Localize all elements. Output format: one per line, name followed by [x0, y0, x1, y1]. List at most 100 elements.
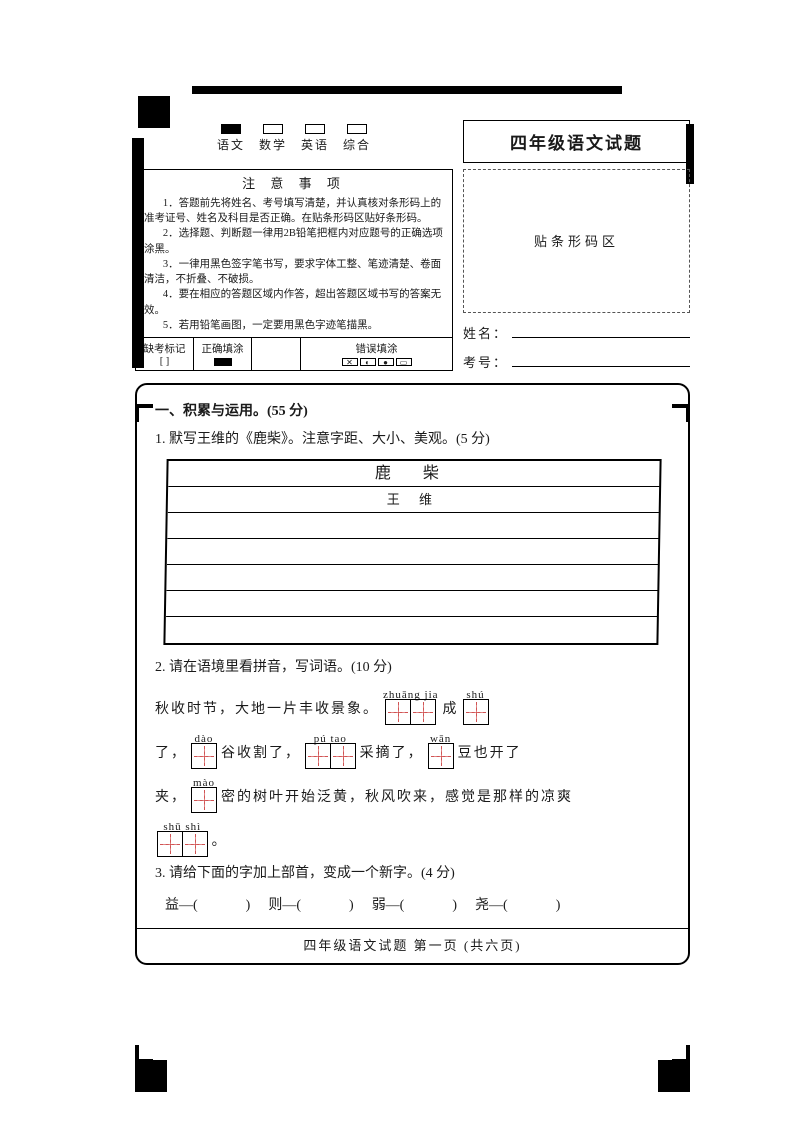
subject-labels: 语文 数学 英语 综合 — [135, 136, 453, 153]
q2-text: 2. 请在语境里看拼音，写词语。(10 分) — [155, 655, 670, 681]
header-row: 语文 数学 英语 综合 四年级语文试题 — [135, 120, 690, 163]
section1-heading: 一、积累与运用。(55 分) — [155, 399, 670, 425]
q3-items: 益—() 则—() 弱—() 尧—() — [165, 893, 670, 919]
poem-blank-5[interactable] — [166, 617, 657, 643]
subject-mark-0[interactable] — [221, 124, 241, 134]
tzg[interactable] — [428, 743, 454, 769]
fill-legend: 缺考标记 [ ] 正确填涂 错误填涂 ✕◐●▭ — [136, 337, 452, 370]
legend-absent-label: 缺考标记 — [141, 341, 188, 356]
page: 语文 数学 英语 综合 四年级语文试题 注 意 事 项 1．答题前先将姓名、考号… — [135, 120, 690, 965]
q2-l2-pre: 了， — [155, 739, 187, 769]
subject-marks — [135, 120, 453, 136]
poem-box[interactable]: 鹿 柴 王 维 — [163, 459, 661, 645]
subject-label-0: 语文 — [217, 136, 245, 153]
instructions-box: 注 意 事 项 1．答题前先将姓名、考号填写清楚，并认真核对条形码上的准考证号、… — [135, 169, 453, 371]
exam-title: 四年级语文试题 — [463, 120, 690, 163]
legend-correct: 正确填涂 — [194, 338, 252, 370]
q2-l4-pyA: shū shì — [163, 817, 201, 831]
tzg[interactable] — [463, 699, 489, 725]
q2-l2-boxA: dào — [191, 729, 217, 769]
q2-line4: shū shì 。 — [155, 817, 670, 857]
instructions-heading: 注 意 事 项 — [136, 170, 452, 194]
q2-l1-box1: zhuāng jia — [383, 685, 439, 725]
q1-text: 1. 默写王维的《鹿柴》。注意字距、大小、美观。(5 分) — [155, 427, 670, 453]
mid-row: 注 意 事 项 1．答题前先将姓名、考号填写清楚，并认真核对条形码上的准考证号、… — [135, 169, 690, 371]
legend-absent-mark: [ ] — [141, 356, 188, 367]
id-input-line[interactable] — [512, 353, 690, 367]
instr-1: 1．答题前先将姓名、考号填写清楚，并认真核对条形码上的准考证号、姓名及科目是否正… — [144, 196, 444, 226]
instr-2: 2．选择题、判断题一律用2B铅笔把框内对应题号的正确选项涂黑。 — [144, 226, 444, 256]
q2-l2-midB: 采摘了， — [360, 739, 424, 769]
q2-line2: 了， dào 谷收割了， pú tao 采摘了， wān 豆也开了 — [155, 729, 670, 769]
q2-l1-mid: 成 — [443, 695, 459, 725]
q2-l4-boxA: shū shì — [157, 817, 208, 857]
reg-square-bl — [135, 1060, 167, 1092]
q3-item-2: 弱—() — [372, 893, 457, 919]
instr-3: 3．一律用黑色签字笔书写，要求字体工整、笔迹清楚、卷面清洁，不折叠、不破损。 — [144, 257, 444, 287]
tzg[interactable] — [157, 831, 183, 857]
instr-5: 5．若用铅笔画图，一定要用黑色字迹笔描黑。 — [144, 318, 444, 333]
q2-l2-midA: 谷收割了， — [221, 739, 301, 769]
q3-item-0: 益—() — [165, 893, 250, 919]
q3-item-1: 则—() — [268, 893, 353, 919]
q3-close-3: ) — [556, 893, 561, 919]
q2-l2-tail: 豆也开了 — [458, 739, 522, 769]
q2-l3-tail: 密的树叶开始泛黄，秋风吹来，感觉是那样的凉爽 — [221, 783, 573, 813]
q2-line3: 夹， mào 密的树叶开始泛黄，秋风吹来，感觉是那样的凉爽 — [155, 773, 670, 813]
name-label: 姓名： — [463, 323, 508, 342]
subject-mark-2[interactable] — [305, 124, 325, 134]
q3-stem-0: 益—( — [165, 893, 198, 919]
subject-label-3: 综合 — [343, 136, 371, 153]
q3-stem-3: 尧—( — [475, 893, 508, 919]
tzg[interactable] — [191, 743, 217, 769]
instr-4: 4．要在相应的答题区域内作答，超出答题区域书写的答案无效。 — [144, 287, 444, 317]
q2-l2-pyA: dào — [195, 729, 214, 743]
q2-l2-boxC: wān — [428, 729, 454, 769]
poem-blank-1[interactable] — [167, 513, 658, 539]
poem-blank-3[interactable] — [167, 565, 658, 591]
subject-label-1: 数学 — [259, 136, 287, 153]
right-column: 贴条形码区 姓名： 考号： — [463, 169, 690, 371]
subject-label-2: 英语 — [301, 136, 329, 153]
q2-l1-box2: shú — [463, 685, 489, 725]
tzg[interactable] — [385, 699, 411, 725]
page-footer: 四年级语文试题 第一页 (共六页) — [137, 928, 688, 963]
q2-l1-py2: shú — [466, 685, 484, 699]
legend-absent: 缺考标记 [ ] — [136, 338, 194, 370]
tzg[interactable] — [305, 743, 331, 769]
subject-mark-1[interactable] — [263, 124, 283, 134]
main-frame: 一、积累与运用。(55 分) 1. 默写王维的《鹿柴》。注意字距、大小、美观。(… — [135, 383, 690, 966]
tzg[interactable] — [182, 831, 208, 857]
legend-correct-icon — [214, 358, 232, 366]
subject-mark-3[interactable] — [347, 124, 367, 134]
tzg[interactable] — [191, 787, 217, 813]
scan-blob-top — [192, 86, 622, 94]
tzg[interactable] — [410, 699, 436, 725]
q2-line1: 秋收时节，大地一片丰收景象。 zhuāng jia 成 shú — [155, 685, 670, 725]
name-input-line[interactable] — [512, 324, 690, 338]
q2-l3-pyA: mào — [193, 773, 215, 787]
q3-text: 3. 请给下面的字加上部首，变成一个新字。(4 分) — [155, 861, 670, 887]
q3-stem-1: 则—( — [268, 893, 301, 919]
q3-item-3: 尧—() — [475, 893, 560, 919]
q2-l2-pyC: wān — [430, 729, 451, 743]
q2-l2-boxB: pú tao — [305, 729, 356, 769]
instructions-body: 1．答题前先将姓名、考号填写清楚，并认真核对条形码上的准考证号、姓名及科目是否正… — [136, 194, 452, 337]
name-field: 姓名： — [463, 323, 690, 342]
q2-l1-pre: 秋收时节，大地一片丰收景象。 — [155, 695, 379, 725]
poem-blank-4[interactable] — [166, 591, 657, 617]
q2-l3-pre: 夹， — [155, 783, 187, 813]
q2-l2-pyB: pú tao — [314, 729, 347, 743]
subjects-box: 语文 数学 英语 综合 — [135, 120, 453, 163]
legend-correct-label: 正确填涂 — [199, 341, 246, 356]
tzg[interactable] — [330, 743, 356, 769]
legend-spacer — [252, 338, 300, 370]
legend-wrong: 错误填涂 ✕◐●▭ — [300, 338, 452, 370]
q2-l1-py1: zhuāng jia — [383, 685, 439, 699]
reg-square-br — [658, 1060, 690, 1092]
poem-blank-2[interactable] — [167, 539, 658, 565]
legend-wrong-icons: ✕◐●▭ — [306, 356, 447, 367]
poem-title: 鹿 柴 — [168, 461, 659, 487]
barcode-area[interactable]: 贴条形码区 — [463, 169, 690, 313]
q3-close-0: ) — [246, 893, 251, 919]
